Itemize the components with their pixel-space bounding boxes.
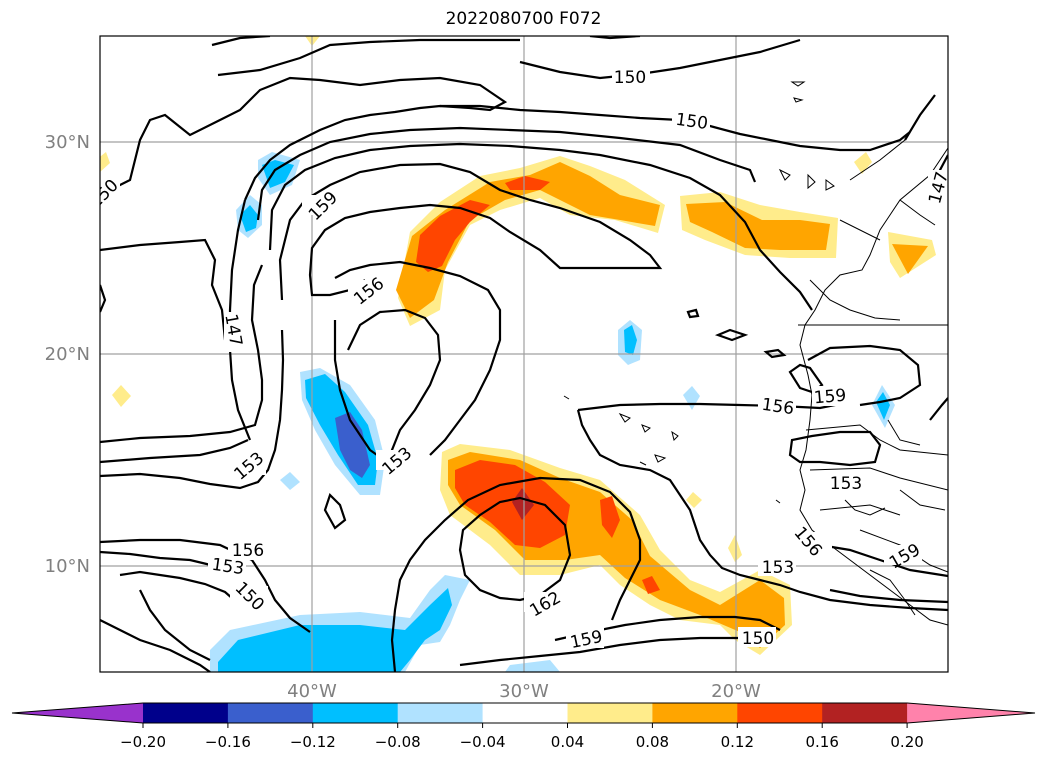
colorbar-tick-label: −0.08 (375, 733, 421, 751)
contour-label: 159 (813, 386, 847, 409)
contour-label: 153 (378, 443, 416, 479)
contour-label: 153 (830, 474, 862, 494)
colorbar-tick-label: −0.20 (120, 733, 166, 751)
lon-label-40w: 40°W (287, 681, 337, 702)
colorbar-extend-min (12, 703, 143, 723)
colorbar-segment (482, 703, 568, 723)
lon-labels: 40°W 30°W 20°W (287, 681, 761, 702)
contour-label: 156 (350, 274, 388, 310)
contour-label: 150 (231, 578, 268, 615)
colorbar-segment (737, 703, 823, 723)
anomaly-minus-0.12-fill (335, 412, 370, 478)
contour-label: 150 (674, 110, 709, 134)
colorbar-tick-label: −0.12 (290, 733, 336, 751)
lat-label-10n: 10°N (45, 556, 90, 577)
contour-label: 150 (742, 629, 774, 649)
contour-label: 156 (790, 523, 826, 561)
colorbar-tick-label: 0.20 (890, 733, 923, 751)
contour-label: 156 (760, 395, 795, 419)
lat-labels: 30°N 20°N 10°N (45, 132, 90, 577)
contour-label: 153 (762, 558, 794, 578)
lat-label-30n: 30°N (45, 132, 90, 153)
lon-label-20w: 20°W (711, 681, 761, 702)
map-title: 2022080700 F072 (445, 9, 602, 29)
map-plot-area: 150 150 150 159 147 156 153 153 156 153 … (86, 36, 953, 672)
contour-label: 147 (925, 169, 953, 206)
colorbar-tick-label: −0.16 (205, 733, 251, 751)
contour-label: 150 (86, 176, 123, 213)
colorbar-segment (227, 703, 314, 723)
colorbar-extend-max (907, 703, 1035, 723)
lat-label-20n: 20°N (45, 344, 90, 365)
colorbar-segment (397, 703, 484, 723)
anomaly-0.12-fill (416, 176, 660, 594)
colorbar-tick-label: −0.04 (460, 733, 506, 751)
contour-label: 159 (305, 188, 342, 225)
colorbar-segment (143, 703, 229, 723)
colorbar-segment (652, 703, 738, 723)
colorbar-tick-label: 0.16 (805, 733, 838, 751)
colorbar-tick-label: 0.08 (636, 733, 669, 751)
contour-label: 153 (230, 448, 268, 484)
colorbar: −0.20 −0.16 −0.12 −0.08 −0.04 0.04 0.08 0.12 0.1… (11, 702, 1036, 751)
contour-label: 153 (210, 555, 245, 579)
contour-label: 150 (614, 68, 646, 88)
map-frame (99, 35, 949, 673)
colorbar-segment (312, 703, 399, 723)
colorbar-tick-label: 0.12 (721, 733, 754, 751)
colorbar-segment (822, 703, 908, 723)
colorbar-segment (567, 703, 653, 723)
lon-label-30w: 30°W (499, 681, 549, 702)
anomaly-0.16-fill (512, 488, 534, 520)
colorbar-tick-label: 0.04 (551, 733, 584, 751)
